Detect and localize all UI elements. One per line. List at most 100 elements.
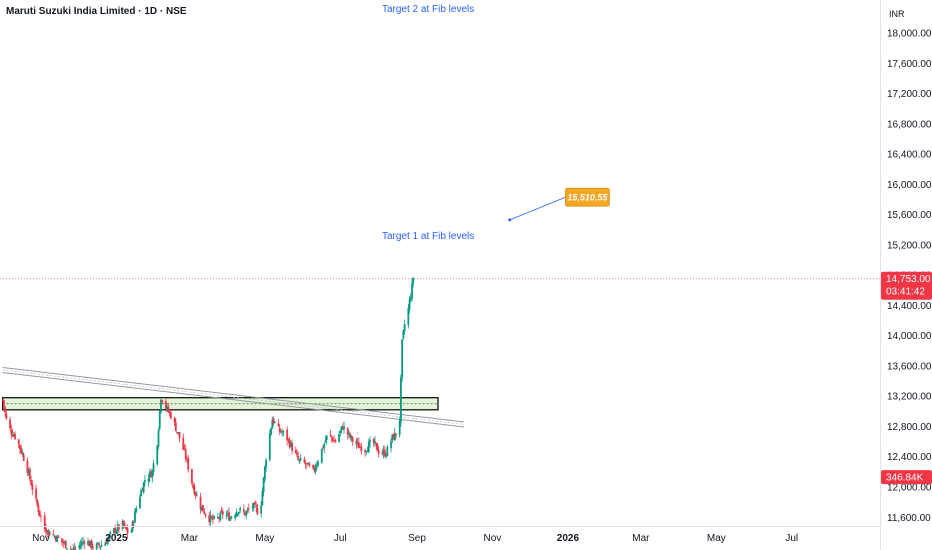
candle-body xyxy=(216,517,219,519)
price-tick-label: 13,600.00 xyxy=(887,361,932,372)
candle-body xyxy=(349,433,352,439)
candle-body xyxy=(377,450,380,454)
candle-body xyxy=(210,516,213,518)
candle-body xyxy=(82,541,84,543)
time-tick-label: 2025 xyxy=(105,533,128,544)
candle-body xyxy=(113,528,115,533)
candle-body xyxy=(312,464,315,469)
candle-body xyxy=(296,453,298,456)
price-tick-label: 12,800.00 xyxy=(887,422,932,433)
time-axis[interactable]: Nov 2025 Mar May Jul Sep Nov 2026 Mar May Jul xyxy=(32,533,798,544)
candle-body xyxy=(45,528,47,533)
candle-body xyxy=(256,508,259,515)
chart-title: Maruti Suzuki India Limited · 1D · NSE xyxy=(6,6,187,17)
candle-body xyxy=(359,446,362,448)
candle-body xyxy=(273,422,276,424)
candle-body xyxy=(356,442,359,444)
candle-body xyxy=(130,530,133,533)
candle-body xyxy=(21,453,24,455)
candle-body xyxy=(10,429,13,435)
candle-body xyxy=(160,399,162,413)
candle-body xyxy=(109,532,112,535)
candle-body xyxy=(268,433,271,460)
candle-body xyxy=(351,437,354,442)
candle-body xyxy=(314,467,317,472)
candle-body xyxy=(340,426,343,431)
candle-body xyxy=(294,450,297,454)
trendline[interactable] xyxy=(2,366,465,428)
candle-body xyxy=(178,432,181,439)
fib-annotation[interactable]: Target 1 at Fib levels xyxy=(382,231,474,242)
candle-body xyxy=(385,455,387,457)
candle-body xyxy=(324,440,327,443)
currency-label: INR xyxy=(889,9,905,19)
candle-body xyxy=(331,438,334,442)
candle-body xyxy=(114,527,117,534)
candle-body xyxy=(52,534,55,536)
candle-body xyxy=(376,443,379,452)
candle-body xyxy=(209,514,212,523)
candle-body xyxy=(48,531,51,536)
candle-body xyxy=(280,430,282,433)
candle-body xyxy=(219,512,222,520)
candle-body xyxy=(242,509,245,512)
candle-body xyxy=(392,434,395,440)
candle-body xyxy=(299,458,302,460)
trendline-lower[interactable] xyxy=(2,371,465,428)
candle-body xyxy=(271,419,274,429)
candle-body xyxy=(140,490,143,497)
candle-body xyxy=(220,510,223,513)
candle-body xyxy=(239,508,242,511)
candle-body xyxy=(346,427,349,435)
candle-body xyxy=(247,508,250,510)
candle-body xyxy=(167,406,170,412)
candle-body xyxy=(288,439,291,448)
candle-body xyxy=(38,510,41,516)
last-price-value: 14,753.00 xyxy=(886,274,931,285)
candle-body xyxy=(105,542,108,544)
candle-body xyxy=(115,531,118,534)
candle-body xyxy=(334,440,337,443)
candle-body xyxy=(395,433,397,436)
candle-body xyxy=(400,377,402,422)
candle-body xyxy=(36,500,39,506)
candle-body xyxy=(199,496,202,509)
candle-body xyxy=(320,448,323,463)
candle-body xyxy=(53,536,56,538)
target-arrow[interactable] xyxy=(509,196,566,221)
trendline-upper[interactable] xyxy=(2,366,465,423)
resistance-zone[interactable] xyxy=(2,397,439,411)
candle-body xyxy=(134,510,136,523)
candle-body xyxy=(402,330,405,339)
candle-body xyxy=(90,540,93,549)
time-tick-label: Sep xyxy=(408,533,426,544)
candle-body xyxy=(122,520,125,527)
candle-body xyxy=(80,541,83,546)
price-tick-label: 12,000.00 xyxy=(887,483,932,494)
candle-body xyxy=(66,548,68,550)
candle-body xyxy=(20,447,23,454)
candle-body xyxy=(272,418,275,424)
candle-body xyxy=(374,441,376,444)
candle-body xyxy=(277,423,280,427)
candle-body xyxy=(5,413,8,419)
candle-body xyxy=(176,431,178,433)
candle-body xyxy=(104,542,107,546)
candle-body xyxy=(382,450,385,454)
candle-body xyxy=(245,511,248,516)
fib-annotation[interactable]: Target 2 at Fib levels xyxy=(382,4,474,15)
candle-body xyxy=(69,548,72,550)
candle-body xyxy=(412,278,415,283)
price-axis[interactable]: 18,000.00 17,600.00 17,200.00 16,800.00 16,4… xyxy=(887,29,932,524)
target-price-badge[interactable] xyxy=(565,187,610,207)
candle-body xyxy=(304,462,307,465)
candle-body xyxy=(218,517,221,519)
candle-body xyxy=(317,461,319,466)
candle-body xyxy=(79,544,82,547)
candle-body xyxy=(43,515,46,529)
candle-body xyxy=(151,470,154,478)
candle-body xyxy=(40,515,42,517)
time-tick-label: May xyxy=(707,533,726,544)
time-tick-label: Mar xyxy=(632,533,650,544)
